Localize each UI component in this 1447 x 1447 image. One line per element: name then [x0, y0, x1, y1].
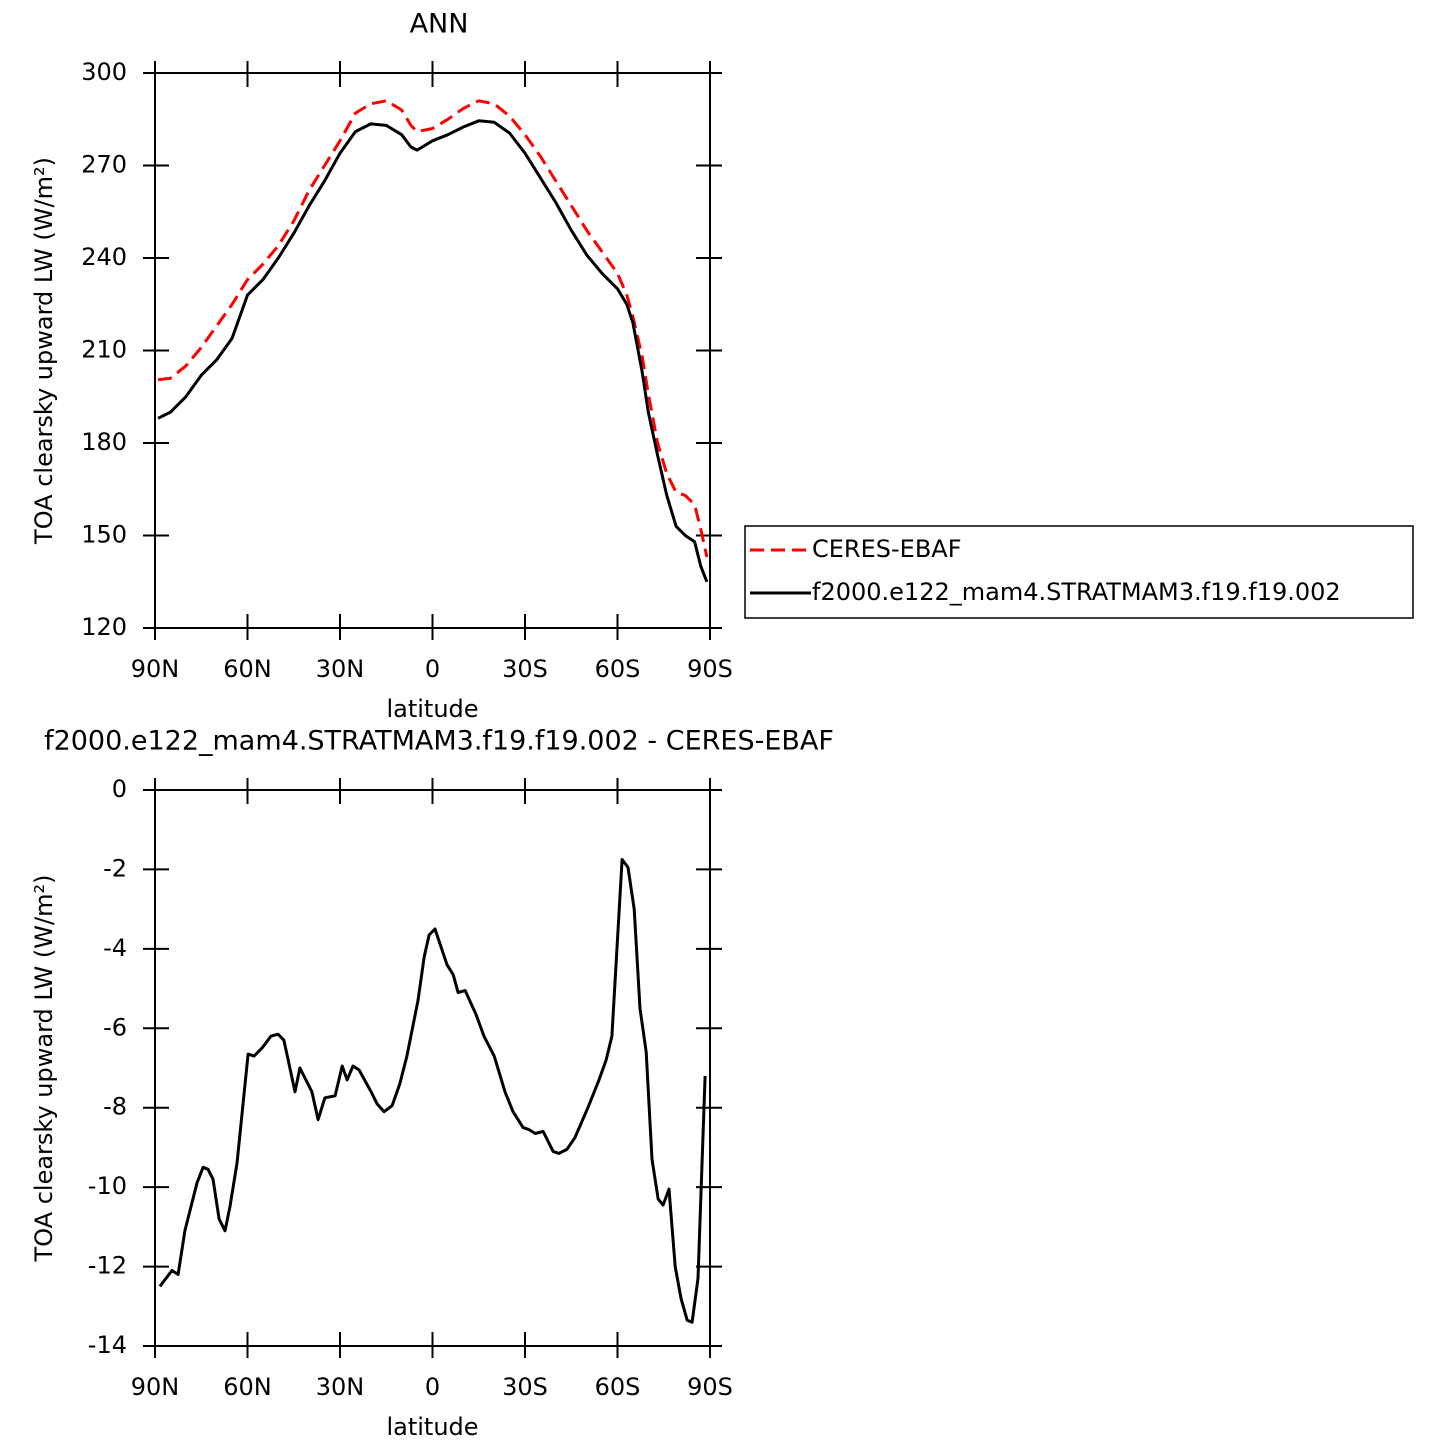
x-axis-label: latitude [386, 695, 478, 723]
x-tick-label: 90S [687, 1373, 733, 1401]
data-line [157, 119, 709, 583]
x-tick-label: 30N [316, 1373, 365, 1401]
x-tick-label: 60S [595, 655, 641, 683]
x-tick-label: 30N [316, 655, 365, 683]
x-tick-label: 30S [502, 655, 548, 683]
y-tick-label: -2 [103, 854, 127, 882]
x-tick-label: 90N [131, 1373, 180, 1401]
y-tick-label: -8 [103, 1093, 127, 1121]
y-tick-label: 210 [81, 336, 127, 364]
y-tick-label: 0 [112, 775, 127, 803]
x-tick-label: 60N [223, 655, 272, 683]
y-tick-label: 120 [81, 613, 127, 641]
plot-frame [154, 72, 711, 629]
chart-title: f2000.e122_mam4.STRATMAM3.f19.f19.002 - … [44, 726, 834, 757]
x-tick-label: 60N [223, 1373, 272, 1401]
y-tick-label: -12 [88, 1252, 127, 1280]
y-tick-label: 150 [81, 521, 127, 549]
y-tick-label: -6 [103, 1013, 127, 1041]
y-tick-label: -4 [103, 934, 127, 962]
data-line [158, 858, 707, 1324]
y-tick-label: -10 [88, 1172, 127, 1200]
chart-title: ANN [410, 9, 469, 40]
legend-label: f2000.e122_mam4.STRATMAM3.f19.f19.002 [812, 578, 1341, 606]
data-line [157, 99, 709, 558]
x-tick-label: 90N [131, 655, 180, 683]
x-tick-label: 0 [425, 655, 440, 683]
y-tick-label: 180 [81, 428, 127, 456]
x-tick-label: 60S [595, 1373, 641, 1401]
legend-box [744, 525, 1414, 619]
y-axis-label: TOA clearsky upward LW (W/m²) [30, 875, 58, 1263]
x-tick-label: 30S [502, 1373, 548, 1401]
y-tick-label: 300 [81, 58, 127, 86]
plot-frame [154, 789, 711, 1347]
y-tick-label: -14 [88, 1331, 127, 1359]
y-axis-label: TOA clearsky upward LW (W/m²) [30, 157, 58, 545]
x-tick-label: 90S [687, 655, 733, 683]
x-tick-label: 0 [425, 1373, 440, 1401]
x-axis-label: latitude [386, 1413, 478, 1441]
y-tick-label: 270 [81, 151, 127, 179]
legend-label: CERES-EBAF [812, 535, 962, 563]
y-tick-label: 240 [81, 243, 127, 271]
